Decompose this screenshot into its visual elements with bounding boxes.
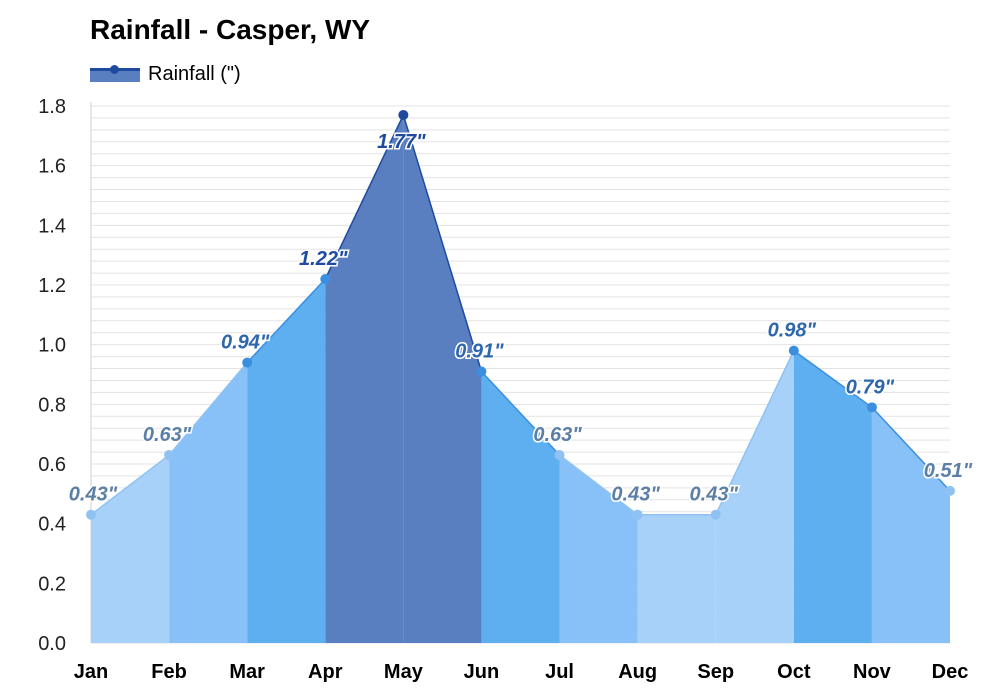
x-tick-label: Mar xyxy=(229,661,265,683)
point-dec xyxy=(945,485,955,496)
series-line-segment xyxy=(246,278,326,364)
legend-label: Rainfall (") xyxy=(148,62,241,85)
point-feb xyxy=(164,450,175,461)
legend[interactable]: Rainfall (") xyxy=(90,62,241,86)
series-line-segment xyxy=(168,362,248,456)
point-jun xyxy=(476,366,487,377)
point-apr xyxy=(320,274,331,285)
point-oct xyxy=(788,345,799,356)
series-line-segment xyxy=(715,350,795,516)
series-line-segment xyxy=(793,350,873,408)
y-tick-label: 0.4 xyxy=(38,514,66,536)
x-tick-label: Aug xyxy=(618,661,657,683)
data-label: 0.43" xyxy=(69,484,118,506)
area-band-may xyxy=(403,114,482,643)
series-line-segment xyxy=(324,114,405,280)
data-label: 0.94" xyxy=(221,332,270,354)
series-line-segment xyxy=(480,371,561,456)
area-band-mar xyxy=(247,279,326,643)
point-mar xyxy=(242,357,253,368)
x-tick-label: May xyxy=(384,661,424,683)
point-jan xyxy=(86,509,96,520)
area-band-nov xyxy=(871,407,950,643)
point-jul xyxy=(554,450,565,461)
data-label: 0.43" xyxy=(690,484,739,506)
data-label: 0.43" xyxy=(611,484,660,506)
y-tick-label: 0.2 xyxy=(38,573,66,595)
x-tick-label: Nov xyxy=(853,661,892,683)
data-label: 0.79" xyxy=(846,376,895,398)
data-label: 0.51" xyxy=(924,460,973,482)
x-tick-label: Dec xyxy=(932,661,969,683)
data-label: 1.77" xyxy=(377,131,426,153)
y-tick-label: 1.0 xyxy=(38,335,66,357)
y-tick-label: 1.2 xyxy=(38,275,66,297)
x-tick-label: Jan xyxy=(74,661,108,683)
series-line-segment xyxy=(559,454,639,516)
area-band-jan xyxy=(91,455,170,643)
area-band-apr xyxy=(325,114,404,643)
data-label: 0.91" xyxy=(455,341,504,363)
x-tick-label: Sep xyxy=(697,661,734,683)
y-tick-label: 1.6 xyxy=(38,156,66,178)
point-nov xyxy=(866,402,877,413)
area-band-jul xyxy=(559,455,638,643)
series-line-segment xyxy=(402,114,483,372)
area-band-aug xyxy=(637,514,716,643)
data-label: 0.63" xyxy=(533,424,582,446)
x-tick-label: Jun xyxy=(464,661,500,683)
y-tick-label: 0.8 xyxy=(38,394,66,416)
x-tick-label: Oct xyxy=(777,661,811,683)
chart-title: Rainfall - Casper, WY xyxy=(90,14,371,45)
data-label: 0.98" xyxy=(768,320,817,342)
area-band-sep xyxy=(715,350,794,643)
y-tick-label: 0.0 xyxy=(38,633,66,655)
point-aug xyxy=(632,509,643,520)
y-tick-label: 1.4 xyxy=(38,215,66,237)
point-sep xyxy=(710,509,721,520)
area-band-jun xyxy=(481,371,560,643)
y-tick-label: 0.6 xyxy=(38,454,66,476)
data-label: 0.63" xyxy=(143,424,192,446)
y-tick-label: 1.8 xyxy=(38,96,66,118)
series-line-segment xyxy=(871,406,951,492)
x-tick-label: Apr xyxy=(308,661,343,683)
x-tick-label: Jul xyxy=(545,661,574,683)
legend-swatch xyxy=(90,65,140,82)
series-line-segment xyxy=(90,454,170,516)
data-label: 1.22" xyxy=(299,248,348,270)
x-tick-label: Feb xyxy=(151,661,187,683)
point-may xyxy=(398,109,409,120)
area-band-oct xyxy=(793,350,872,643)
